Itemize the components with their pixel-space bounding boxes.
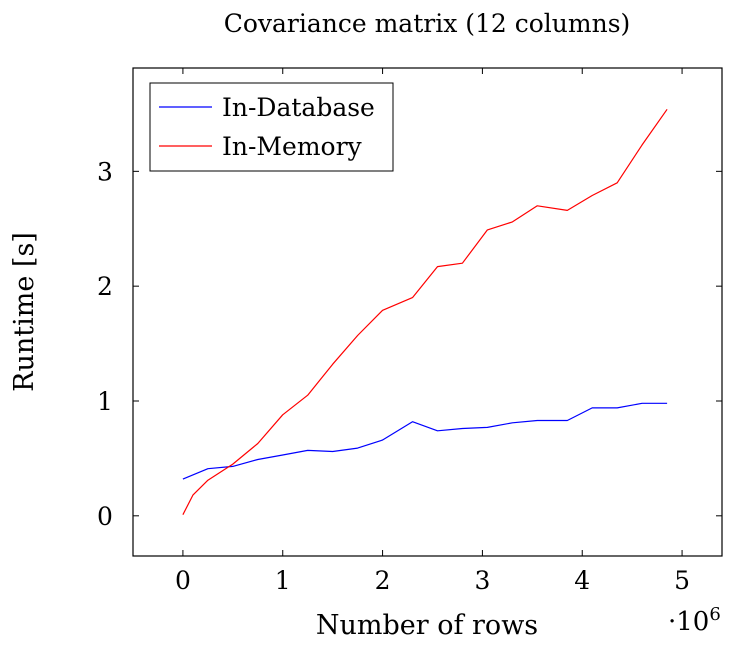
- chart-title: Covariance matrix (12 columns): [224, 9, 631, 38]
- series-layer: [182, 108, 668, 515]
- y-tick-labels: 0 1 2 3: [97, 157, 113, 530]
- x-tick-label: 3: [474, 566, 490, 595]
- y-tick-label: 0: [97, 502, 113, 531]
- axis-ticks: [133, 68, 722, 556]
- x-tick-label: 1: [275, 566, 291, 595]
- x-tick-label: 5: [674, 566, 690, 595]
- legend-box: [149, 82, 394, 172]
- x-axis-multiplier: ·106: [668, 604, 721, 637]
- plot-area: In-Database In-Memory: [132, 67, 723, 557]
- legend-label-in-memory: In-Memory: [222, 132, 363, 161]
- x-multiplier-base: ·10: [668, 607, 709, 637]
- y-axis-label: Runtime [s]: [9, 232, 40, 392]
- plot-frame: [132, 67, 723, 557]
- y-tick-label: 3: [97, 157, 113, 186]
- series-line-in-database: [182, 402, 668, 480]
- y-tick-label: 1: [97, 387, 113, 416]
- series-line-in-memory: [182, 108, 668, 515]
- legend-label-in-database: In-Database: [222, 93, 375, 122]
- x-tick-label: 0: [175, 566, 191, 595]
- y-tick-label: 2: [97, 272, 113, 301]
- x-multiplier-exponent: 6: [709, 604, 720, 625]
- x-tick-label: 4: [574, 566, 590, 595]
- legend: In-Database In-Memory: [149, 82, 394, 172]
- x-tick-labels: 0 1 2 3 4 5: [175, 566, 690, 595]
- x-tick-label: 2: [375, 566, 391, 595]
- x-axis-label: Number of rows: [316, 610, 538, 641]
